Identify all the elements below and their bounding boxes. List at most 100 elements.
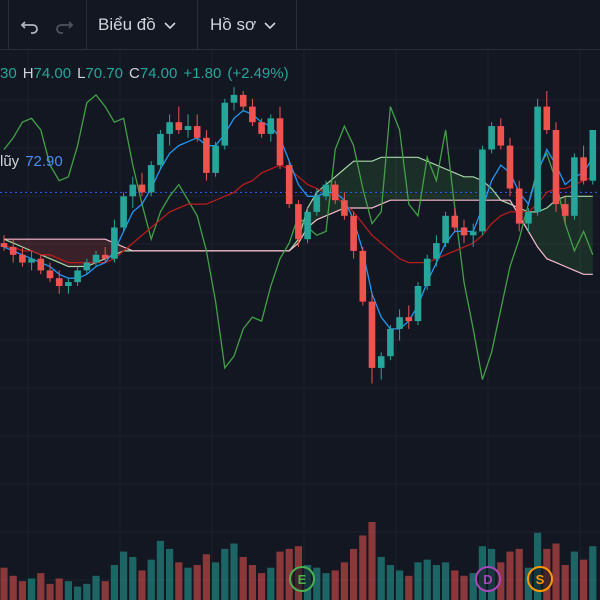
cloud-segment bbox=[454, 172, 464, 201]
event-marker[interactable]: S bbox=[527, 566, 553, 592]
candle-body bbox=[433, 243, 440, 259]
candle-body bbox=[285, 165, 293, 205]
cloud-segment bbox=[31, 239, 41, 255]
volume-bar bbox=[276, 551, 284, 600]
volume-bar bbox=[506, 551, 514, 600]
candle-body bbox=[331, 184, 339, 201]
candle-body bbox=[580, 157, 587, 181]
candle-body bbox=[469, 231, 477, 236]
redo-button[interactable] bbox=[50, 7, 78, 43]
candle-body bbox=[460, 227, 468, 236]
change-percent: (+2.49%) bbox=[227, 64, 289, 82]
candle-body bbox=[120, 196, 127, 228]
cloud-segment bbox=[408, 157, 418, 201]
close-value: 74.00 bbox=[139, 64, 178, 82]
event-marker[interactable]: D bbox=[475, 566, 501, 592]
event-marker[interactable]: E bbox=[289, 566, 315, 592]
volume-bar bbox=[166, 548, 174, 600]
candle-body bbox=[295, 204, 302, 240]
volume-bar bbox=[184, 567, 192, 600]
candle-body bbox=[239, 94, 247, 107]
volume-bar bbox=[212, 562, 220, 600]
undo-button[interactable] bbox=[16, 7, 44, 43]
event-marker-letter: D bbox=[483, 572, 492, 587]
volume-bar bbox=[589, 546, 597, 600]
volume-bar bbox=[101, 581, 109, 600]
cloud-segment bbox=[344, 161, 354, 208]
candle-body bbox=[212, 145, 219, 173]
event-marker-circle bbox=[289, 566, 315, 592]
profile-menu-label: Hồ sơ bbox=[210, 15, 257, 34]
candle-body bbox=[92, 254, 100, 263]
volume-bar bbox=[313, 567, 321, 600]
candle-body bbox=[101, 254, 109, 259]
volume-bar bbox=[193, 565, 201, 600]
candle-body bbox=[506, 145, 514, 189]
volume-bar bbox=[202, 554, 210, 600]
volume-bar bbox=[120, 551, 128, 600]
cloud-segment bbox=[436, 165, 446, 201]
candle-body bbox=[37, 258, 45, 271]
volume-bar bbox=[552, 543, 560, 600]
chevron-down-icon bbox=[264, 15, 276, 35]
volume-bar bbox=[396, 570, 404, 600]
candle-body bbox=[313, 196, 321, 212]
chart-menu-label: Biểu đồ bbox=[98, 15, 156, 34]
toolbar-divider bbox=[197, 0, 198, 50]
undo-arrow-icon bbox=[20, 21, 38, 34]
volume-bar bbox=[442, 562, 450, 600]
volume-bar bbox=[28, 578, 36, 600]
volume-bar bbox=[386, 565, 394, 600]
candle-body bbox=[405, 317, 413, 322]
volume-bar bbox=[74, 586, 82, 600]
volume-bar bbox=[55, 578, 63, 600]
candle-body bbox=[304, 211, 311, 240]
volume-bar bbox=[405, 575, 413, 600]
volume-bar bbox=[138, 570, 146, 600]
cloud-segment bbox=[362, 161, 372, 208]
candle-body bbox=[129, 184, 137, 197]
event-marker-circle bbox=[527, 566, 553, 592]
candle-body bbox=[166, 122, 173, 134]
redo-arrow-icon bbox=[56, 21, 74, 34]
chevron-down-icon bbox=[164, 15, 176, 35]
candle-body bbox=[230, 94, 238, 103]
profile-menu-button[interactable]: Hồ sơ bbox=[210, 7, 276, 43]
candle-body bbox=[534, 106, 541, 212]
toolbar-divider bbox=[86, 0, 87, 50]
indicator-name: lũy bbox=[0, 152, 20, 170]
cloud-segment bbox=[50, 239, 60, 263]
candle-body bbox=[442, 215, 449, 244]
volume-bar bbox=[110, 565, 118, 600]
candle-body bbox=[359, 250, 367, 302]
candle-body bbox=[571, 157, 578, 216]
candle-body bbox=[561, 204, 569, 216]
volume-bar bbox=[156, 540, 164, 600]
volume-bar bbox=[350, 548, 358, 600]
indicator-legend[interactable]: lũy 72.90 bbox=[0, 150, 63, 172]
volume-bar bbox=[561, 565, 569, 600]
volume-bar bbox=[9, 575, 17, 600]
cloud-segment bbox=[372, 157, 382, 208]
volume-bar bbox=[239, 556, 247, 600]
candle-body bbox=[387, 328, 394, 357]
cloud-segment bbox=[390, 157, 400, 201]
cloud-segment bbox=[427, 161, 437, 201]
event-marker-letter: E bbox=[298, 572, 307, 587]
candle-body bbox=[423, 258, 431, 286]
volume-bar bbox=[83, 583, 91, 600]
volume-bar bbox=[331, 570, 339, 600]
volume-bar bbox=[340, 562, 348, 600]
cloud-segment bbox=[68, 239, 78, 267]
chart-grid bbox=[0, 50, 600, 600]
candle-body bbox=[28, 258, 35, 263]
volume-bar bbox=[37, 573, 45, 600]
volume-bar bbox=[230, 543, 238, 600]
candle-body bbox=[451, 215, 459, 228]
chart-menu-button[interactable]: Biểu đồ bbox=[98, 7, 176, 43]
candle-body bbox=[479, 149, 486, 232]
volume-bar bbox=[0, 567, 8, 600]
toolbar-divider bbox=[8, 0, 9, 50]
